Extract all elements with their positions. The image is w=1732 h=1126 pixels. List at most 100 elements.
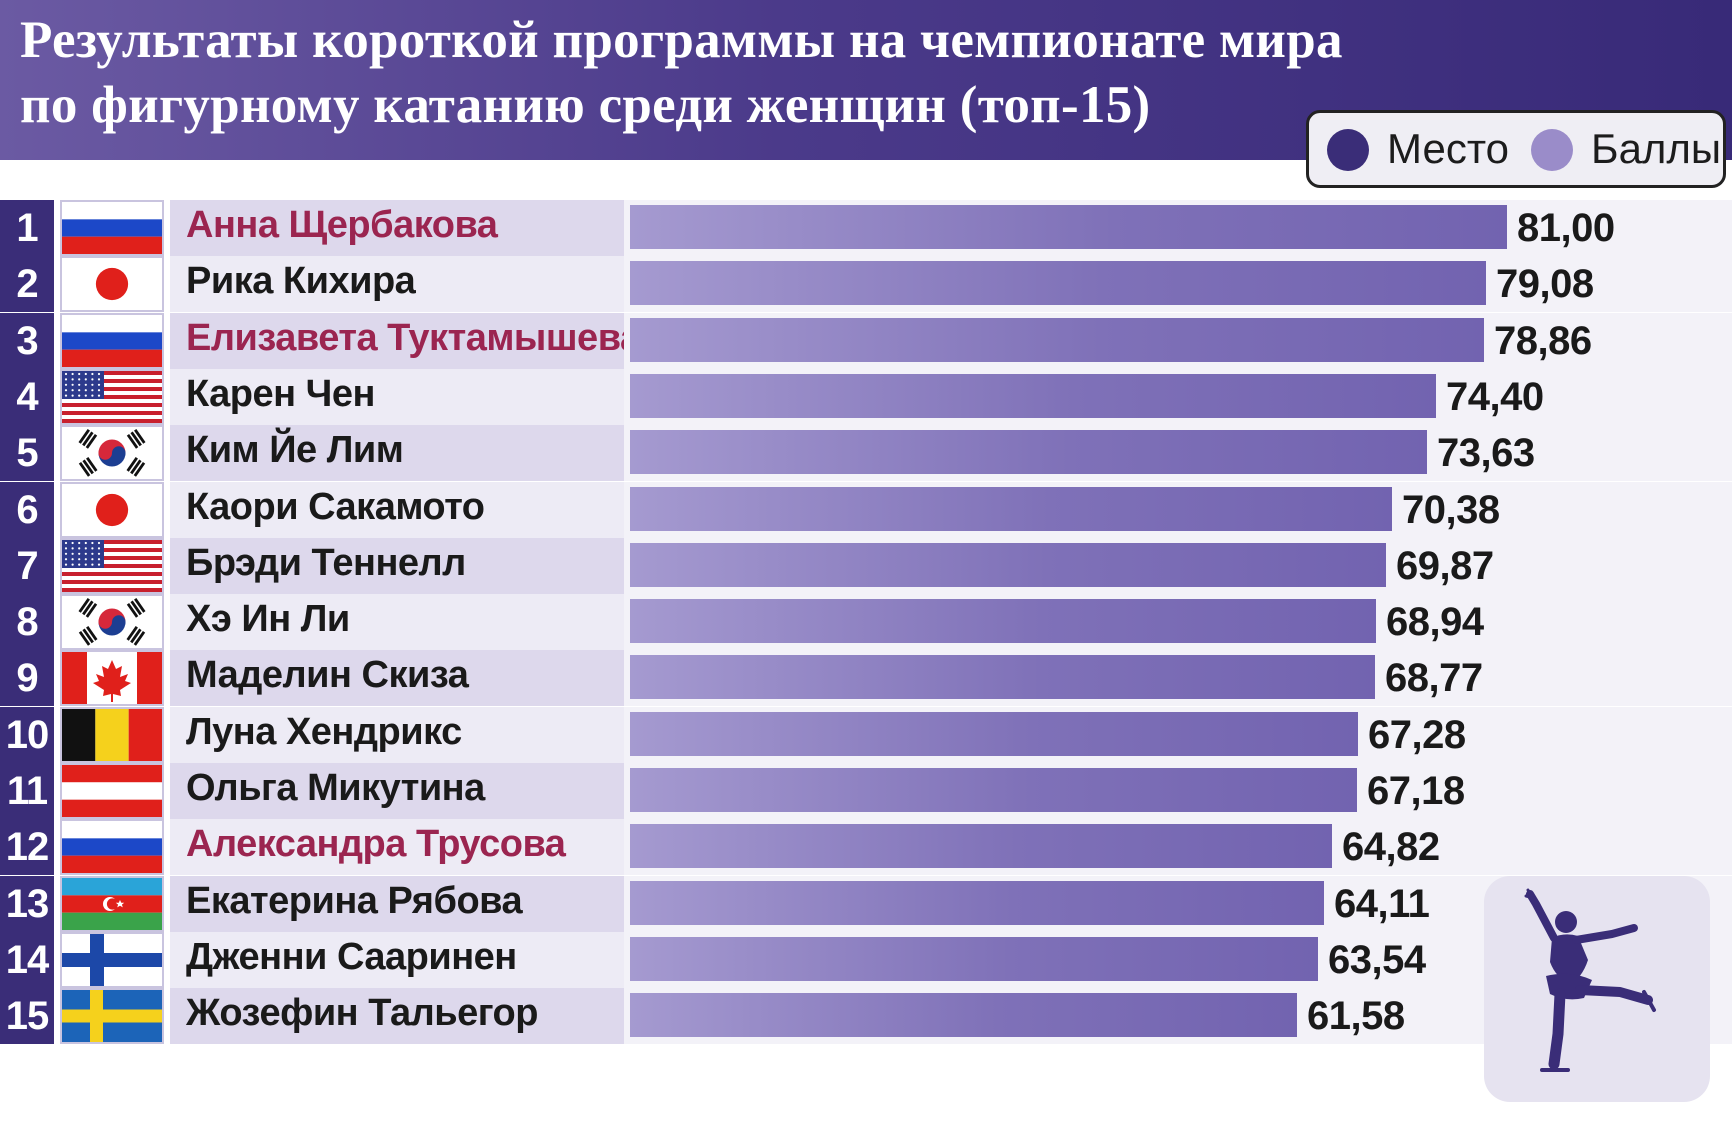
score-bar [630,374,1436,418]
score-bar [630,205,1507,249]
south-korea-flag-icon [60,594,164,650]
place-number: 4 [0,369,54,425]
score-bar [630,712,1358,756]
score-value-label: 70,38 [1402,488,1500,532]
athlete-name: Анна Щербакова [186,204,498,246]
athlete-name: Александра Трусова [186,823,566,865]
athlete-name-cell: Александра Трусова [170,819,624,875]
score-value-label: 64,11 [1334,882,1430,926]
place-number: 1 [0,200,54,256]
canada-flag-icon [60,650,164,706]
place-number: 12 [0,819,54,875]
south-korea-flag-icon [60,425,164,481]
place-number: 2 [0,256,54,312]
japan-flag-icon [60,256,164,312]
austria-flag-icon [60,763,164,819]
chart-row: 13 Екатерина Рябова 64,11 [0,874,1732,932]
athlete-name-cell: Екатерина Рябова [170,876,624,932]
chart-row: 14 Дженни Сааринен 63,54 [0,930,1732,988]
athlete-name: Дженни Сааринен [186,936,517,978]
place-number: 5 [0,425,54,481]
score-bar [630,318,1484,362]
chart-row: 7 Брэди Теннелл 69,87 [0,536,1732,594]
athlete-name-cell: Каори Сакамото [170,482,624,538]
score-bar [630,655,1375,699]
belgium-flag-icon [60,707,164,763]
chart-row: 15 Жозефин Тальегор 61,58 [0,986,1732,1044]
athlete-name: Луна Хендрикс [186,711,462,753]
chart-row: 4 Карен Чен 74,40 [0,367,1732,425]
score-bar [630,768,1357,812]
header-banner: Результаты короткой программы на чемпион… [0,0,1732,160]
athlete-name: Ким Йе Лим [186,429,404,471]
usa-flag-icon [60,369,164,425]
athlete-name-cell: Елизавета Туктамышева [170,313,624,369]
place-number: 13 [0,876,54,932]
score-value-label: 61,58 [1307,994,1405,1038]
athlete-name-cell: Рика Кихира [170,256,624,312]
score-bar [630,937,1318,981]
japan-flag-icon [60,482,164,538]
athlete-name: Ольга Микутина [186,767,485,809]
score-bar [630,881,1324,925]
chart-row: 6 Каори Сакамото 70,38 [0,480,1732,538]
score-bar [630,261,1486,305]
score-value-label: 67,28 [1368,713,1466,757]
athlete-name: Елизавета Туктамышева [186,317,624,359]
score-bar [630,599,1376,643]
score-value-label: 79,08 [1496,262,1594,306]
sweden-flag-icon [60,988,164,1044]
athlete-name: Брэди Теннелл [186,542,466,584]
score-bar [630,993,1297,1037]
score-value-label: 74,40 [1446,375,1544,419]
score-value-label: 67,18 [1367,769,1465,813]
legend-place-label: Место [1387,125,1509,172]
chart-row: 1 Анна Щербакова 81,00 [0,198,1732,256]
place-number: 9 [0,650,54,706]
legend-score-swatch [1531,129,1573,171]
legend-score-label: Баллы [1591,125,1722,172]
score-bar [630,824,1332,868]
russia-flag-icon [60,313,164,369]
place-number: 15 [0,988,54,1044]
chart-row: 10 Луна Хендрикс 67,28 [0,705,1732,763]
russia-flag-icon [60,819,164,875]
place-number: 14 [0,932,54,988]
legend: Место Баллы [1306,110,1726,188]
place-number: 8 [0,594,54,650]
score-value-label: 78,86 [1494,319,1592,363]
chart-row: 12 Александра Трусова 64,82 [0,817,1732,875]
figure-skater-icon [1484,876,1710,1102]
chart-row: 9 Маделин Скиза 68,77 [0,648,1732,706]
score-value-label: 73,63 [1437,431,1535,475]
score-bar [630,430,1427,474]
score-value-label: 63,54 [1328,938,1426,982]
athlete-name-cell: Маделин Скиза [170,650,624,706]
chart-title-line-2: по фигурному катанию среди женщин (топ-1… [20,76,1151,134]
chart-row: 11 Ольга Микутина 67,18 [0,761,1732,819]
azerbaijan-flag-icon [60,876,164,932]
chart-title-line-1: Результаты короткой программы на чемпион… [20,11,1343,69]
athlete-name: Хэ Ин Ли [186,598,350,640]
athlete-name-cell: Карен Чен [170,369,624,425]
score-value-label: 64,82 [1342,825,1440,869]
athlete-name-cell: Анна Щербакова [170,200,624,256]
chart-row: 5 Ким Йе Лим 73,63 [0,423,1732,481]
place-number: 6 [0,482,54,538]
athlete-name: Карен Чен [186,373,375,415]
athlete-name-cell: Дженни Сааринен [170,932,624,988]
chart-row: 8 Хэ Ин Ли 68,94 [0,592,1732,650]
usa-flag-icon [60,538,164,594]
russia-flag-icon [60,200,164,256]
athlete-name-cell: Хэ Ин Ли [170,594,624,650]
chart-row: 2 Рика Кихира 79,08 [0,254,1732,312]
place-number: 10 [0,707,54,763]
score-value-label: 69,87 [1396,544,1494,588]
athlete-name: Рика Кихира [186,260,416,302]
finland-flag-icon [60,932,164,988]
athlete-name-cell: Луна Хендрикс [170,707,624,763]
athlete-name-cell: Жозефин Тальегор [170,988,624,1044]
legend-place-swatch [1327,129,1369,171]
place-number: 3 [0,313,54,369]
athlete-name: Маделин Скиза [186,654,469,696]
